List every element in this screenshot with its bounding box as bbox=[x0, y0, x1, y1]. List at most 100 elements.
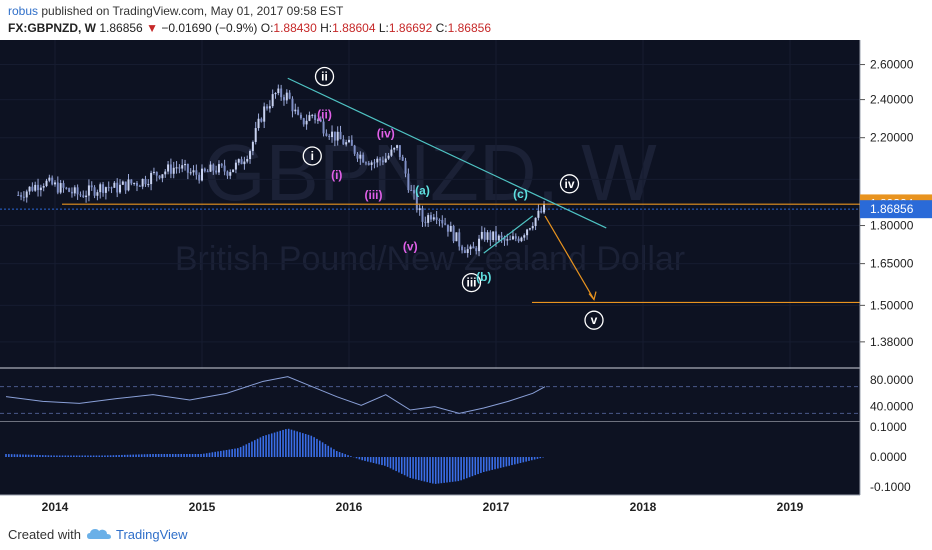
candle-body bbox=[22, 196, 25, 198]
candle-body bbox=[48, 177, 51, 181]
candle-body bbox=[119, 184, 122, 193]
candle-body bbox=[500, 235, 503, 238]
candle-body bbox=[506, 239, 509, 241]
candle-body bbox=[85, 195, 88, 198]
candle-body bbox=[203, 168, 206, 172]
candle-body bbox=[87, 185, 90, 196]
candle-body bbox=[79, 194, 82, 196]
candle-body bbox=[305, 120, 308, 125]
wave-label: (b) bbox=[476, 270, 491, 284]
candle-body bbox=[39, 187, 42, 191]
watermark: GBPNZD, W British Pound/New Zealand Doll… bbox=[175, 128, 685, 278]
candle-body bbox=[70, 191, 73, 194]
close-value: 1.86856 bbox=[447, 21, 492, 35]
candle-body bbox=[189, 172, 192, 174]
candle-body bbox=[367, 163, 370, 165]
candle-body bbox=[503, 237, 506, 241]
high-label: H: bbox=[320, 21, 333, 35]
candle-body bbox=[528, 228, 531, 230]
candle-body bbox=[520, 237, 523, 242]
candle-body bbox=[209, 164, 212, 172]
publisher-link[interactable]: robus bbox=[8, 4, 39, 18]
candle-body bbox=[82, 195, 85, 198]
candle-body bbox=[302, 118, 305, 125]
candle-body bbox=[466, 249, 469, 253]
candle-body bbox=[76, 187, 79, 195]
candle-body bbox=[220, 164, 223, 166]
candle-body bbox=[285, 92, 288, 101]
wave-label: iv bbox=[564, 177, 574, 191]
wave-label: (c) bbox=[513, 187, 528, 201]
candle-body bbox=[254, 128, 257, 142]
candle-body bbox=[455, 232, 458, 242]
candle-body bbox=[401, 156, 404, 161]
candle-body bbox=[537, 210, 540, 218]
change-value: −0.01690 (−0.9%) bbox=[161, 21, 258, 35]
price-axis[interactable] bbox=[860, 40, 932, 518]
candle-body bbox=[280, 88, 283, 98]
candle-body bbox=[102, 184, 105, 193]
created-with-label: Created with bbox=[8, 527, 81, 542]
candle-body bbox=[393, 147, 396, 150]
tradingview-link[interactable]: TradingView bbox=[116, 527, 188, 542]
candle-body bbox=[167, 164, 170, 172]
candle-body bbox=[413, 190, 416, 194]
candle-body bbox=[282, 97, 285, 101]
time-tick-label: 2017 bbox=[483, 500, 510, 514]
candle-body bbox=[56, 182, 59, 193]
wave-label: v bbox=[591, 313, 598, 327]
candle-body bbox=[526, 229, 529, 236]
candle-body bbox=[135, 182, 138, 186]
candle-body bbox=[291, 98, 294, 112]
candle-body bbox=[396, 145, 399, 148]
last-price: 1.86856 bbox=[99, 21, 143, 35]
candle-body bbox=[387, 155, 390, 159]
candle-body bbox=[523, 235, 526, 238]
candle-body bbox=[212, 164, 215, 171]
candle-body bbox=[342, 139, 345, 145]
time-axis[interactable] bbox=[0, 495, 860, 518]
candle-body bbox=[540, 210, 543, 213]
ohlc-line: FX:GBPNZD, W 1.86856 ▼ −0.01690 (−0.9%) … bbox=[8, 21, 491, 35]
change-down-icon: ▼ bbox=[146, 21, 158, 35]
candle-body bbox=[316, 119, 319, 121]
candle-body bbox=[483, 231, 486, 240]
candle-body bbox=[34, 184, 37, 191]
candle-body bbox=[178, 167, 181, 169]
candle-body bbox=[435, 217, 438, 220]
candle-body bbox=[232, 169, 235, 173]
candle-body bbox=[20, 195, 23, 197]
candle-body bbox=[195, 170, 198, 175]
chart-area[interactable]: GBPNZD, W British Pound/New Zealand Doll… bbox=[0, 40, 932, 518]
candle-body bbox=[362, 154, 365, 163]
candle-body bbox=[113, 182, 116, 188]
candle-body bbox=[268, 106, 271, 109]
time-tick-label: 2019 bbox=[777, 500, 804, 514]
candle-body bbox=[99, 184, 102, 193]
wave-label: ii bbox=[321, 70, 328, 84]
candle-body bbox=[243, 161, 246, 165]
candle-body bbox=[429, 215, 432, 220]
candle-body bbox=[486, 232, 489, 240]
oscillator-background bbox=[0, 369, 860, 421]
candle-body bbox=[424, 221, 427, 223]
low-label: L: bbox=[378, 21, 389, 35]
candle-body bbox=[184, 164, 187, 166]
time-axis-labels: 2014 2015 2016 2017 2018 2019 bbox=[42, 500, 804, 514]
candle-body bbox=[294, 109, 297, 112]
wave-label: (i) bbox=[331, 168, 342, 182]
candle-body bbox=[164, 171, 167, 175]
candle-body bbox=[418, 208, 421, 211]
candle-body bbox=[73, 187, 76, 194]
candle-body bbox=[127, 179, 130, 191]
candle-body bbox=[339, 131, 342, 140]
candle-body bbox=[223, 165, 226, 172]
candle-body bbox=[379, 158, 382, 161]
candle-body bbox=[65, 187, 68, 189]
candle-body bbox=[158, 175, 161, 179]
candle-body bbox=[328, 135, 331, 138]
oscillator-tick-label: 40.0000 bbox=[870, 400, 914, 414]
candle-body bbox=[201, 168, 203, 181]
candle-body bbox=[37, 184, 40, 191]
candle-body bbox=[229, 172, 232, 176]
